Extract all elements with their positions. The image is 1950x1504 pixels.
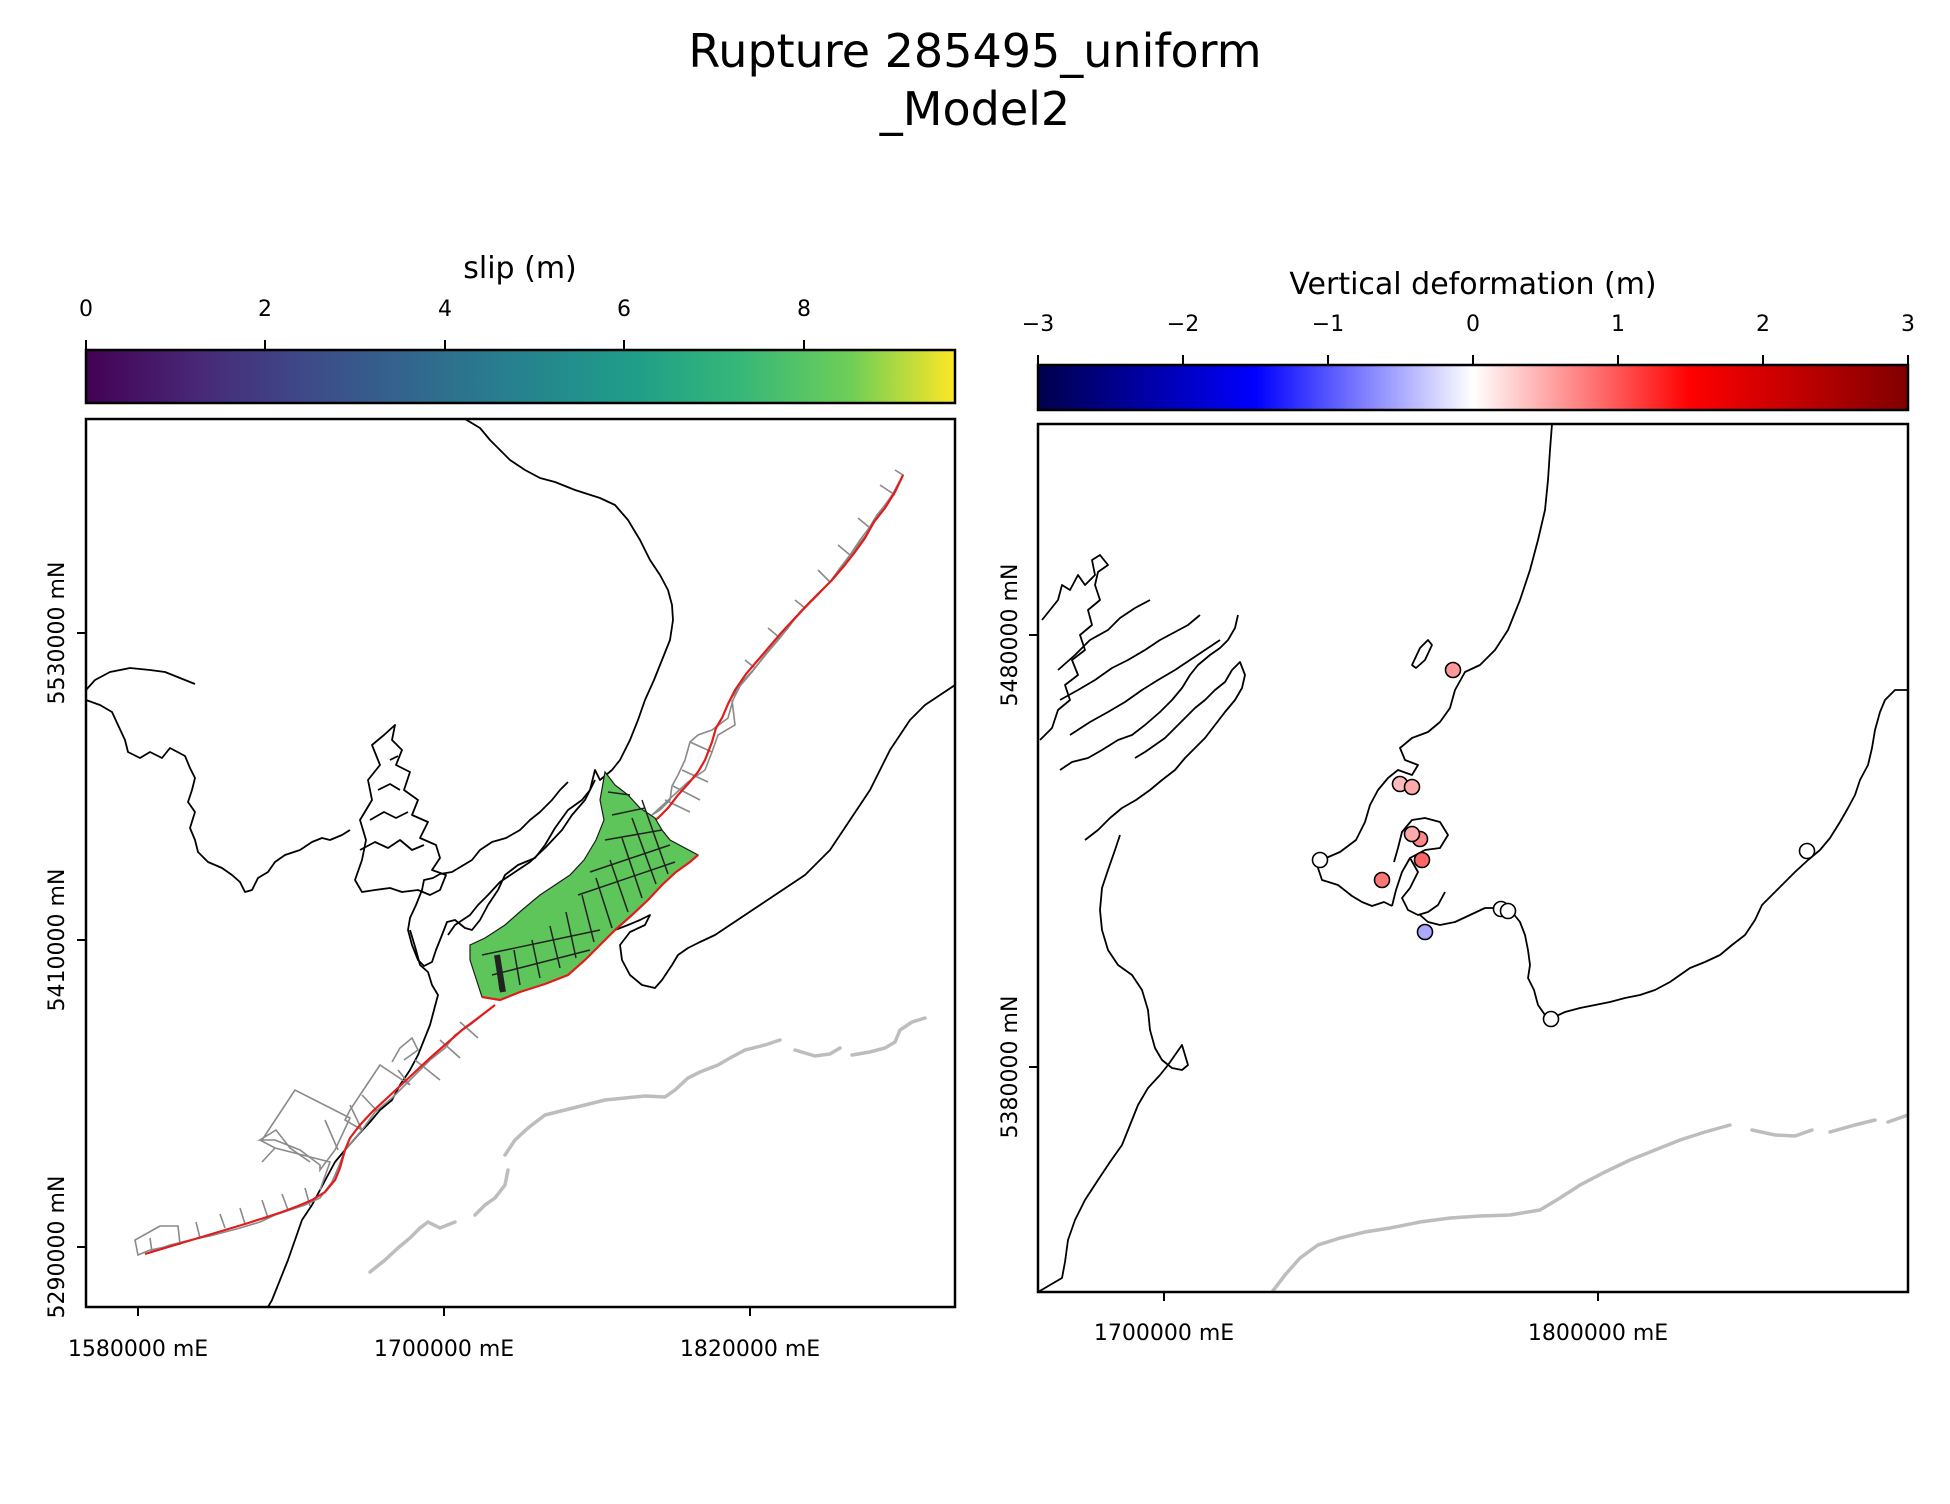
ruptured-patch-lines [481,791,676,993]
site-marker [1403,825,1421,843]
slip-tick-8: 8 [797,297,811,322]
deformation-map-frame [1036,422,1910,1294]
deformation-y-tick-2: 5380000 mN [998,996,1023,1139]
slip-y-tick-1: 5530000 mN [45,562,70,705]
trench-line [368,1016,927,1274]
deformation-tick-3: 3 [1901,312,1915,337]
fault-trace-ruptured [481,854,699,1002]
slip-tick-6: 6 [617,297,631,322]
slip-colorbar-ticks: 0 2 4 6 8 [79,297,811,350]
site-marker [1373,871,1391,889]
deformation-tick-1: 1 [1611,312,1625,337]
north-island-east-coast [591,684,955,989]
site-marker [1444,661,1462,679]
wellington-harbour [1391,817,1449,916]
marlborough-inner [1057,599,1221,736]
site-marker [1403,778,1421,796]
slip-tick-4: 4 [438,297,452,322]
slip-panel: slip (m) 0 2 4 6 8 [45,251,957,1362]
trench-line [1270,1113,1908,1292]
fault-trace-sw [144,1004,496,1256]
deformation-panel: Vertical deformation (m) −3 −2 −1 0 1 2 … [998,267,1915,1346]
slip-colorbar [84,348,957,405]
unruptured-patches-ne [651,469,905,816]
deformation-tick-neg3: −3 [1022,312,1054,337]
deformation-colorbar [1036,363,1910,412]
deformation-tick-0: 0 [1466,312,1480,337]
deformation-x-tick-1: 1700000 mE [1094,1321,1234,1346]
slip-colorbar-label: slip (m) [463,251,577,286]
slip-x-tick-3: 1820000 mE [680,1337,820,1362]
south-island-coast [1038,834,1189,1292]
deformation-map [1038,424,1908,1292]
figure-title-line2: _Model2 [879,82,1070,136]
wellington-coastline [447,779,596,936]
site-marker [1499,902,1517,920]
south-coast [1419,689,1908,1019]
tasman-coastline [86,667,351,893]
figure-title-line1: Rupture 285495_uniform [688,24,1261,78]
marlborough-sounds [1039,554,1246,841]
slip-y-axis: 5530000 mN 5410000 mN 5290000 mN [45,562,86,1319]
deformation-tick-2: 2 [1756,312,1770,337]
deformation-tick-neg2: −2 [1167,312,1199,337]
deformation-x-tick-2: 1800000 mE [1528,1321,1668,1346]
slip-x-axis: 1580000 mE 1700000 mE 1820000 mE [68,1307,820,1362]
slip-tick-0: 0 [79,297,93,322]
slip-x-tick-2: 1700000 mE [374,1337,514,1362]
slip-map [86,419,955,1307]
fault-trace-ne [651,474,904,823]
site-marker [1798,842,1816,860]
south-island-east-coast [267,929,439,1307]
kapiti-island [1411,639,1433,669]
slip-map-frame [84,417,957,1309]
north-island-coastline [407,419,674,967]
deformation-sites [1311,661,1816,1028]
site-marker [1416,923,1434,941]
deformation-y-axis: 5480000 mN 5380000 mN [998,564,1038,1139]
marlborough-sounds [354,724,447,896]
kapiti-coastline [1317,424,1553,907]
site-marker [1413,851,1431,869]
deformation-y-tick-1: 5480000 mN [998,564,1023,707]
deformation-x-axis: 1700000 mE 1800000 mE [1094,1292,1668,1346]
deformation-colorbar-label: Vertical deformation (m) [1289,267,1656,302]
deformation-tick-neg1: −1 [1312,312,1344,337]
slip-tick-2: 2 [258,297,272,322]
slip-y-tick-3: 5290000 mN [45,1176,70,1319]
slip-y-tick-2: 5410000 mN [45,869,70,1012]
unruptured-patches-sw [134,1004,496,1257]
slip-x-tick-1: 1580000 mE [68,1337,208,1362]
site-marker [1542,1010,1560,1028]
site-marker [1311,851,1329,869]
marlborough-sounds-inner [359,755,425,851]
deformation-colorbar-ticks: −3 −2 −1 0 1 2 3 [1022,312,1915,365]
